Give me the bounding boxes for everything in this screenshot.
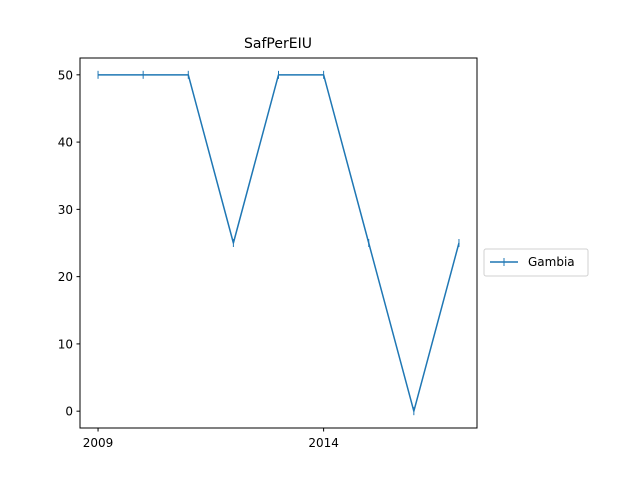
- series-line-gambia: [98, 74, 460, 412]
- y-tick-label: 50: [58, 68, 73, 82]
- y-tick-label: 40: [58, 136, 73, 150]
- legend: Gambia: [483, 248, 589, 277]
- chart-title: SafPerEIU: [244, 36, 312, 52]
- x-tick-label: 2014: [308, 436, 339, 450]
- x-tick-label: 2009: [83, 436, 114, 450]
- legend-label-gambia: Gambia: [528, 255, 575, 269]
- y-axis: 0 10 20 30 40 50: [58, 68, 80, 419]
- y-tick-label: 30: [58, 203, 73, 217]
- plot-area: 0 10 20 30 40 50 2009 2014: [58, 57, 478, 450]
- x-axis: 2009 2014: [83, 428, 339, 450]
- series-group: [97, 70, 460, 416]
- y-tick-label: 20: [58, 270, 73, 284]
- plot-frame: [79, 57, 478, 429]
- legend-box: [483, 248, 589, 277]
- y-tick-label: 0: [65, 405, 73, 419]
- y-tick-label: 10: [58, 337, 73, 351]
